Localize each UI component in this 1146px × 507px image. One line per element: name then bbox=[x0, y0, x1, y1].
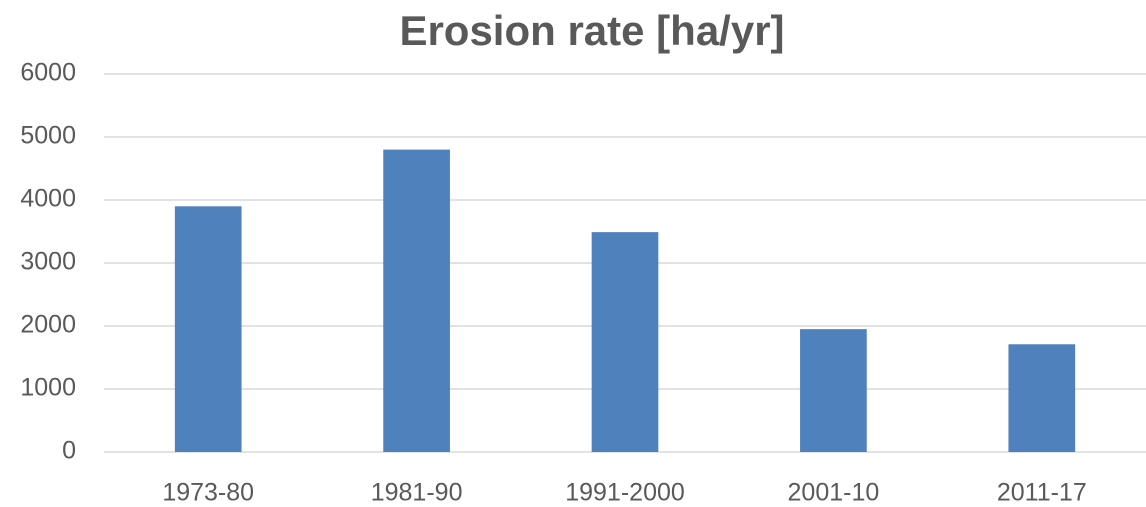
x-tick-label: 2011-17 bbox=[997, 479, 1087, 507]
y-tick-label: 1000 bbox=[20, 374, 76, 402]
y-tick-label: 3000 bbox=[20, 248, 76, 276]
bar bbox=[800, 329, 867, 452]
bar bbox=[1008, 344, 1076, 452]
y-tick-label: 6000 bbox=[20, 59, 76, 87]
x-tick-label: 1991-2000 bbox=[565, 479, 685, 507]
y-tick-label: 5000 bbox=[20, 122, 76, 150]
bar bbox=[383, 149, 450, 452]
y-tick-label: 0 bbox=[62, 437, 76, 465]
x-tick-label: 2001-10 bbox=[788, 479, 880, 507]
x-tick-label: 1973-80 bbox=[162, 479, 254, 507]
chart-title: Erosion rate [ha/yr] bbox=[399, 7, 784, 54]
bar bbox=[591, 232, 659, 452]
x-tick-label: 1981-90 bbox=[371, 479, 463, 507]
y-tick-label: 2000 bbox=[20, 311, 76, 339]
y-tick-label: 4000 bbox=[20, 185, 76, 213]
bar bbox=[174, 206, 242, 452]
